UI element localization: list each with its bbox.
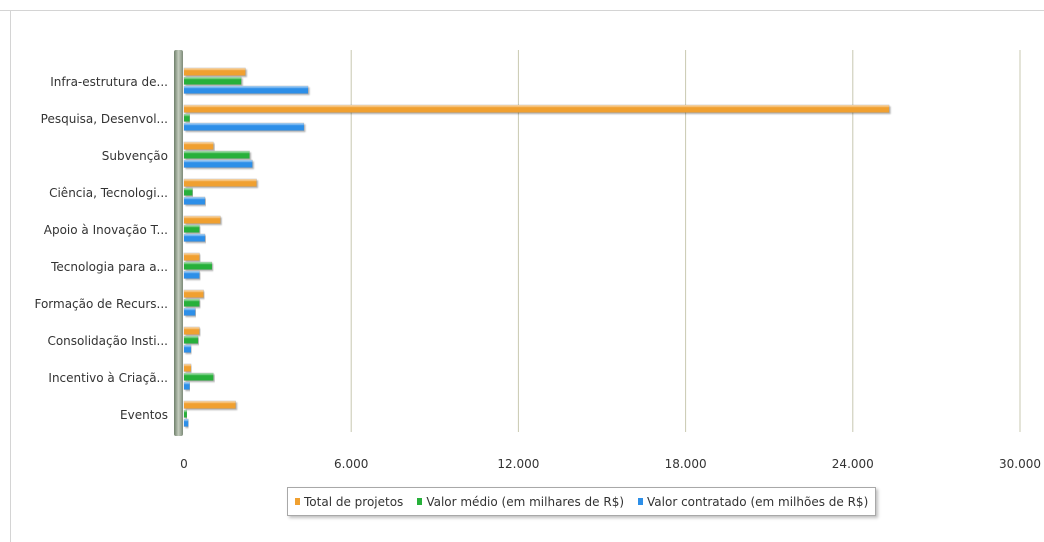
bar — [183, 289, 204, 298]
bar-highlight — [184, 114, 190, 122]
bar-highlight — [184, 308, 196, 316]
bar-highlight — [184, 373, 214, 381]
bar-highlight — [184, 364, 191, 372]
x-tick-label: 12.000 — [497, 457, 539, 471]
bar-highlight — [184, 77, 242, 85]
bar — [183, 326, 200, 335]
category-labels: Infra-estrutura de... Pesquisa, Desenvol.… — [34, 75, 168, 422]
x-axis-tick-labels: 0 6.000 12.000 18.000 24.000 30.000 — [180, 457, 1041, 471]
x-tick-label: 6.000 — [334, 457, 368, 471]
bar-highlight — [184, 216, 221, 224]
bar-highlight — [184, 271, 200, 279]
bar-highlight — [184, 105, 890, 113]
category-label: Ciência, Tecnologi... — [49, 186, 168, 200]
category-label: Formação de Recurs... — [34, 297, 168, 311]
category-label: Infra-estrutura de... — [50, 75, 168, 89]
bar — [183, 224, 200, 233]
bar — [183, 307, 196, 316]
bar-highlight — [184, 123, 304, 131]
bar — [183, 270, 200, 279]
bar — [183, 261, 213, 270]
bar — [183, 298, 200, 307]
x-tick-label: 30.000 — [999, 457, 1041, 471]
bar-highlight — [184, 234, 205, 242]
chart-frame-top-border — [0, 10, 1044, 11]
bar-highlight — [184, 253, 200, 261]
bar — [183, 252, 200, 261]
category-label: Incentivo à Criaçã... — [48, 371, 168, 385]
bar — [183, 335, 199, 344]
bar — [183, 233, 206, 242]
category-label: Pesquisa, Desenvol... — [41, 112, 168, 126]
bar — [183, 400, 236, 409]
bar — [183, 159, 253, 168]
bar-highlight — [184, 327, 200, 335]
legend-item[interactable]: Valor médio (em milhares de R$) — [417, 495, 624, 509]
bar — [183, 196, 206, 205]
bar — [183, 363, 192, 372]
bar-highlight — [184, 345, 191, 353]
bar-highlight — [184, 68, 246, 76]
x-tick-label: 0 — [180, 457, 188, 471]
category-label: Apoio à Inovação T... — [44, 223, 168, 237]
legend-label: Valor médio (em milhares de R$) — [426, 494, 625, 509]
legend-swatch — [638, 498, 644, 505]
legend-item[interactable]: Valor contratado (em milhões de R$) — [638, 495, 868, 509]
legend-label: Total de projetos — [304, 494, 404, 509]
bar — [183, 122, 305, 131]
bar-highlight — [184, 299, 200, 307]
bar-highlight — [184, 410, 187, 418]
bar — [183, 418, 189, 427]
bar — [183, 344, 192, 353]
legend-swatch — [417, 498, 423, 505]
bar — [183, 187, 193, 196]
bar-highlight — [184, 151, 250, 159]
legend-label: Valor contratado (em milhões de R$) — [647, 494, 869, 509]
bar-highlight — [184, 225, 200, 233]
y-axis-wall — [174, 50, 183, 436]
bar — [183, 409, 188, 418]
x-tick-label: 18.000 — [665, 457, 707, 471]
x-tick-label: 24.000 — [832, 457, 874, 471]
bar — [183, 150, 250, 159]
category-label: Tecnologia para a... — [50, 260, 168, 274]
bar-highlight — [184, 262, 212, 270]
bar-highlight — [184, 401, 236, 409]
bar-highlight — [184, 290, 204, 298]
bar — [183, 113, 190, 122]
bar — [183, 67, 246, 76]
chart-frame-left-border — [10, 10, 11, 542]
bar — [183, 76, 242, 85]
bar — [183, 178, 257, 187]
category-label: Consolidação Insti... — [47, 334, 168, 348]
legend: Total de projetos Valor médio (em milhare… — [287, 487, 877, 516]
bar — [183, 85, 309, 94]
bar-highlight — [184, 86, 309, 94]
bar — [183, 141, 214, 150]
bar-highlight — [184, 382, 190, 390]
bar-highlight — [184, 179, 257, 187]
bar — [183, 372, 214, 381]
bar-highlight — [184, 336, 198, 344]
legend-swatch — [295, 498, 300, 505]
category-label: Subvenção — [102, 149, 168, 163]
bar-highlight — [184, 419, 189, 427]
bar — [183, 381, 190, 390]
gridlines — [350, 50, 1021, 432]
legend-item[interactable]: Total de projetos — [295, 495, 403, 509]
bar-highlight — [184, 197, 205, 205]
bar — [183, 215, 221, 224]
bar-highlight — [184, 188, 193, 196]
category-label: Eventos — [120, 408, 168, 422]
bar — [183, 104, 890, 113]
bar-highlight — [184, 160, 253, 168]
bar-highlight — [184, 142, 214, 150]
bars — [183, 67, 890, 427]
